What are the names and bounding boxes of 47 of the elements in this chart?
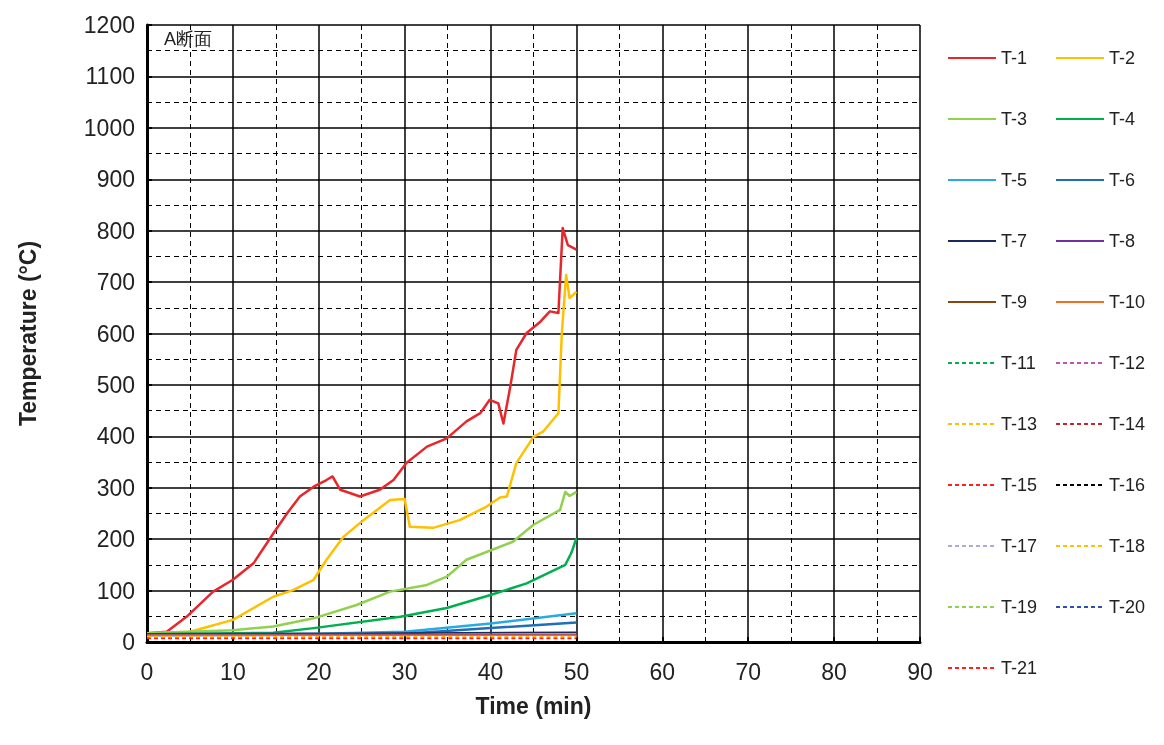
- legend-label: T-1: [1001, 48, 1028, 68]
- y-tick-label: 900: [96, 166, 135, 193]
- x-tick-label: 40: [477, 658, 504, 685]
- x-axis-title: Time (min): [475, 692, 592, 719]
- x-tick-label: 0: [140, 658, 154, 685]
- legend-label: T-5: [1001, 170, 1028, 190]
- x-tick-label: 30: [391, 658, 418, 685]
- legend-label: T-3: [1001, 109, 1028, 129]
- x-tick-label: 70: [735, 658, 762, 685]
- legend-label: T-9: [1001, 292, 1028, 312]
- legend-label: T-7: [1001, 231, 1028, 251]
- y-tick-label: 400: [96, 423, 135, 450]
- y-axis-title: Temperature (°C): [14, 240, 41, 427]
- legend-label: T-10: [1109, 292, 1146, 312]
- y-tick-label: 600: [96, 320, 135, 347]
- legend-label: T-19: [1001, 597, 1038, 617]
- y-tick-label: 0: [122, 629, 135, 655]
- y-tick-label: 1000: [83, 114, 135, 141]
- x-tick-label: 60: [649, 658, 676, 685]
- y-tick-label: 300: [96, 474, 135, 501]
- y-tick-label: 100: [96, 577, 135, 604]
- legend-label: T-8: [1109, 231, 1136, 251]
- x-tick-label: 50: [563, 658, 590, 685]
- legend-label: T-18: [1109, 536, 1146, 556]
- legend-label: T-6: [1109, 170, 1136, 190]
- annotation: A断面: [164, 29, 213, 49]
- legend-label: T-12: [1109, 353, 1146, 373]
- legend-label: T-4: [1109, 109, 1136, 129]
- legend-label: T-2: [1109, 48, 1136, 68]
- y-tick-label: 800: [96, 217, 135, 244]
- y-tick-label: 700: [96, 269, 135, 296]
- x-tick-label: 20: [305, 658, 332, 685]
- x-tick-label: 90: [907, 658, 933, 685]
- legend-label: T-16: [1109, 475, 1146, 495]
- legend-label: T-13: [1001, 414, 1038, 434]
- y-tick-label: 200: [96, 526, 135, 553]
- legend-label: T-21: [1001, 658, 1038, 678]
- y-tick-label: 1200: [83, 12, 135, 38]
- legend-label: T-15: [1001, 475, 1038, 495]
- legend-label: T-20: [1109, 597, 1146, 617]
- legend-label: T-11: [1001, 353, 1036, 373]
- legend-label: T-14: [1109, 414, 1146, 434]
- x-tick-label: 10: [220, 658, 246, 685]
- y-tick-label: 500: [96, 371, 135, 398]
- x-tick-label: 80: [821, 658, 847, 685]
- legend-label: T-17: [1001, 536, 1038, 556]
- y-tick-label: 1100: [85, 63, 135, 90]
